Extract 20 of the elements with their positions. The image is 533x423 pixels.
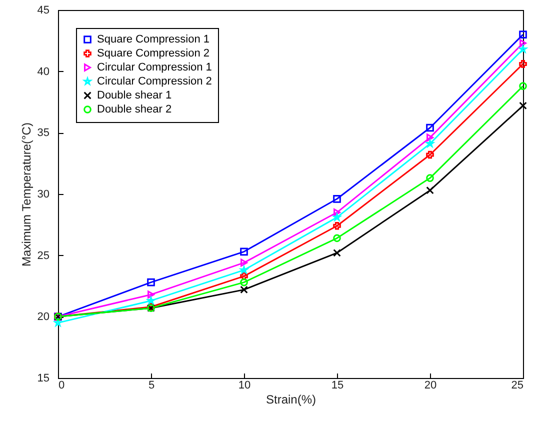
x-tick-label: 10 [238,380,251,392]
y-tick-label: 35 [37,127,50,140]
y-tick-label: 40 [37,66,50,78]
y-tick-label: 20 [37,311,50,324]
legend-label: Double shear 1 [97,90,172,102]
x-tick-label: 15 [331,380,344,392]
x-tick-label: 20 [424,380,437,392]
legend-label: Double shear 2 [97,104,172,116]
y-tick-label: 25 [37,250,50,262]
y-tick-label: 45 [37,4,50,16]
legend-label: Square Compression 2 [97,48,210,60]
y-axis-title: Maximum Temperature(°C) [19,122,34,266]
x-tick-label: 0 [58,380,65,392]
legend-label: Circular Compression 1 [97,62,212,74]
legend-label: Square Compression 1 [97,34,210,46]
y-tick-label: 30 [37,188,50,200]
x-tick-label: 5 [148,380,155,392]
x-axis-title: Strain(%) [266,392,316,406]
x-tick-label: 25 [511,380,524,392]
legend-label: Circular Compression 2 [97,76,212,88]
